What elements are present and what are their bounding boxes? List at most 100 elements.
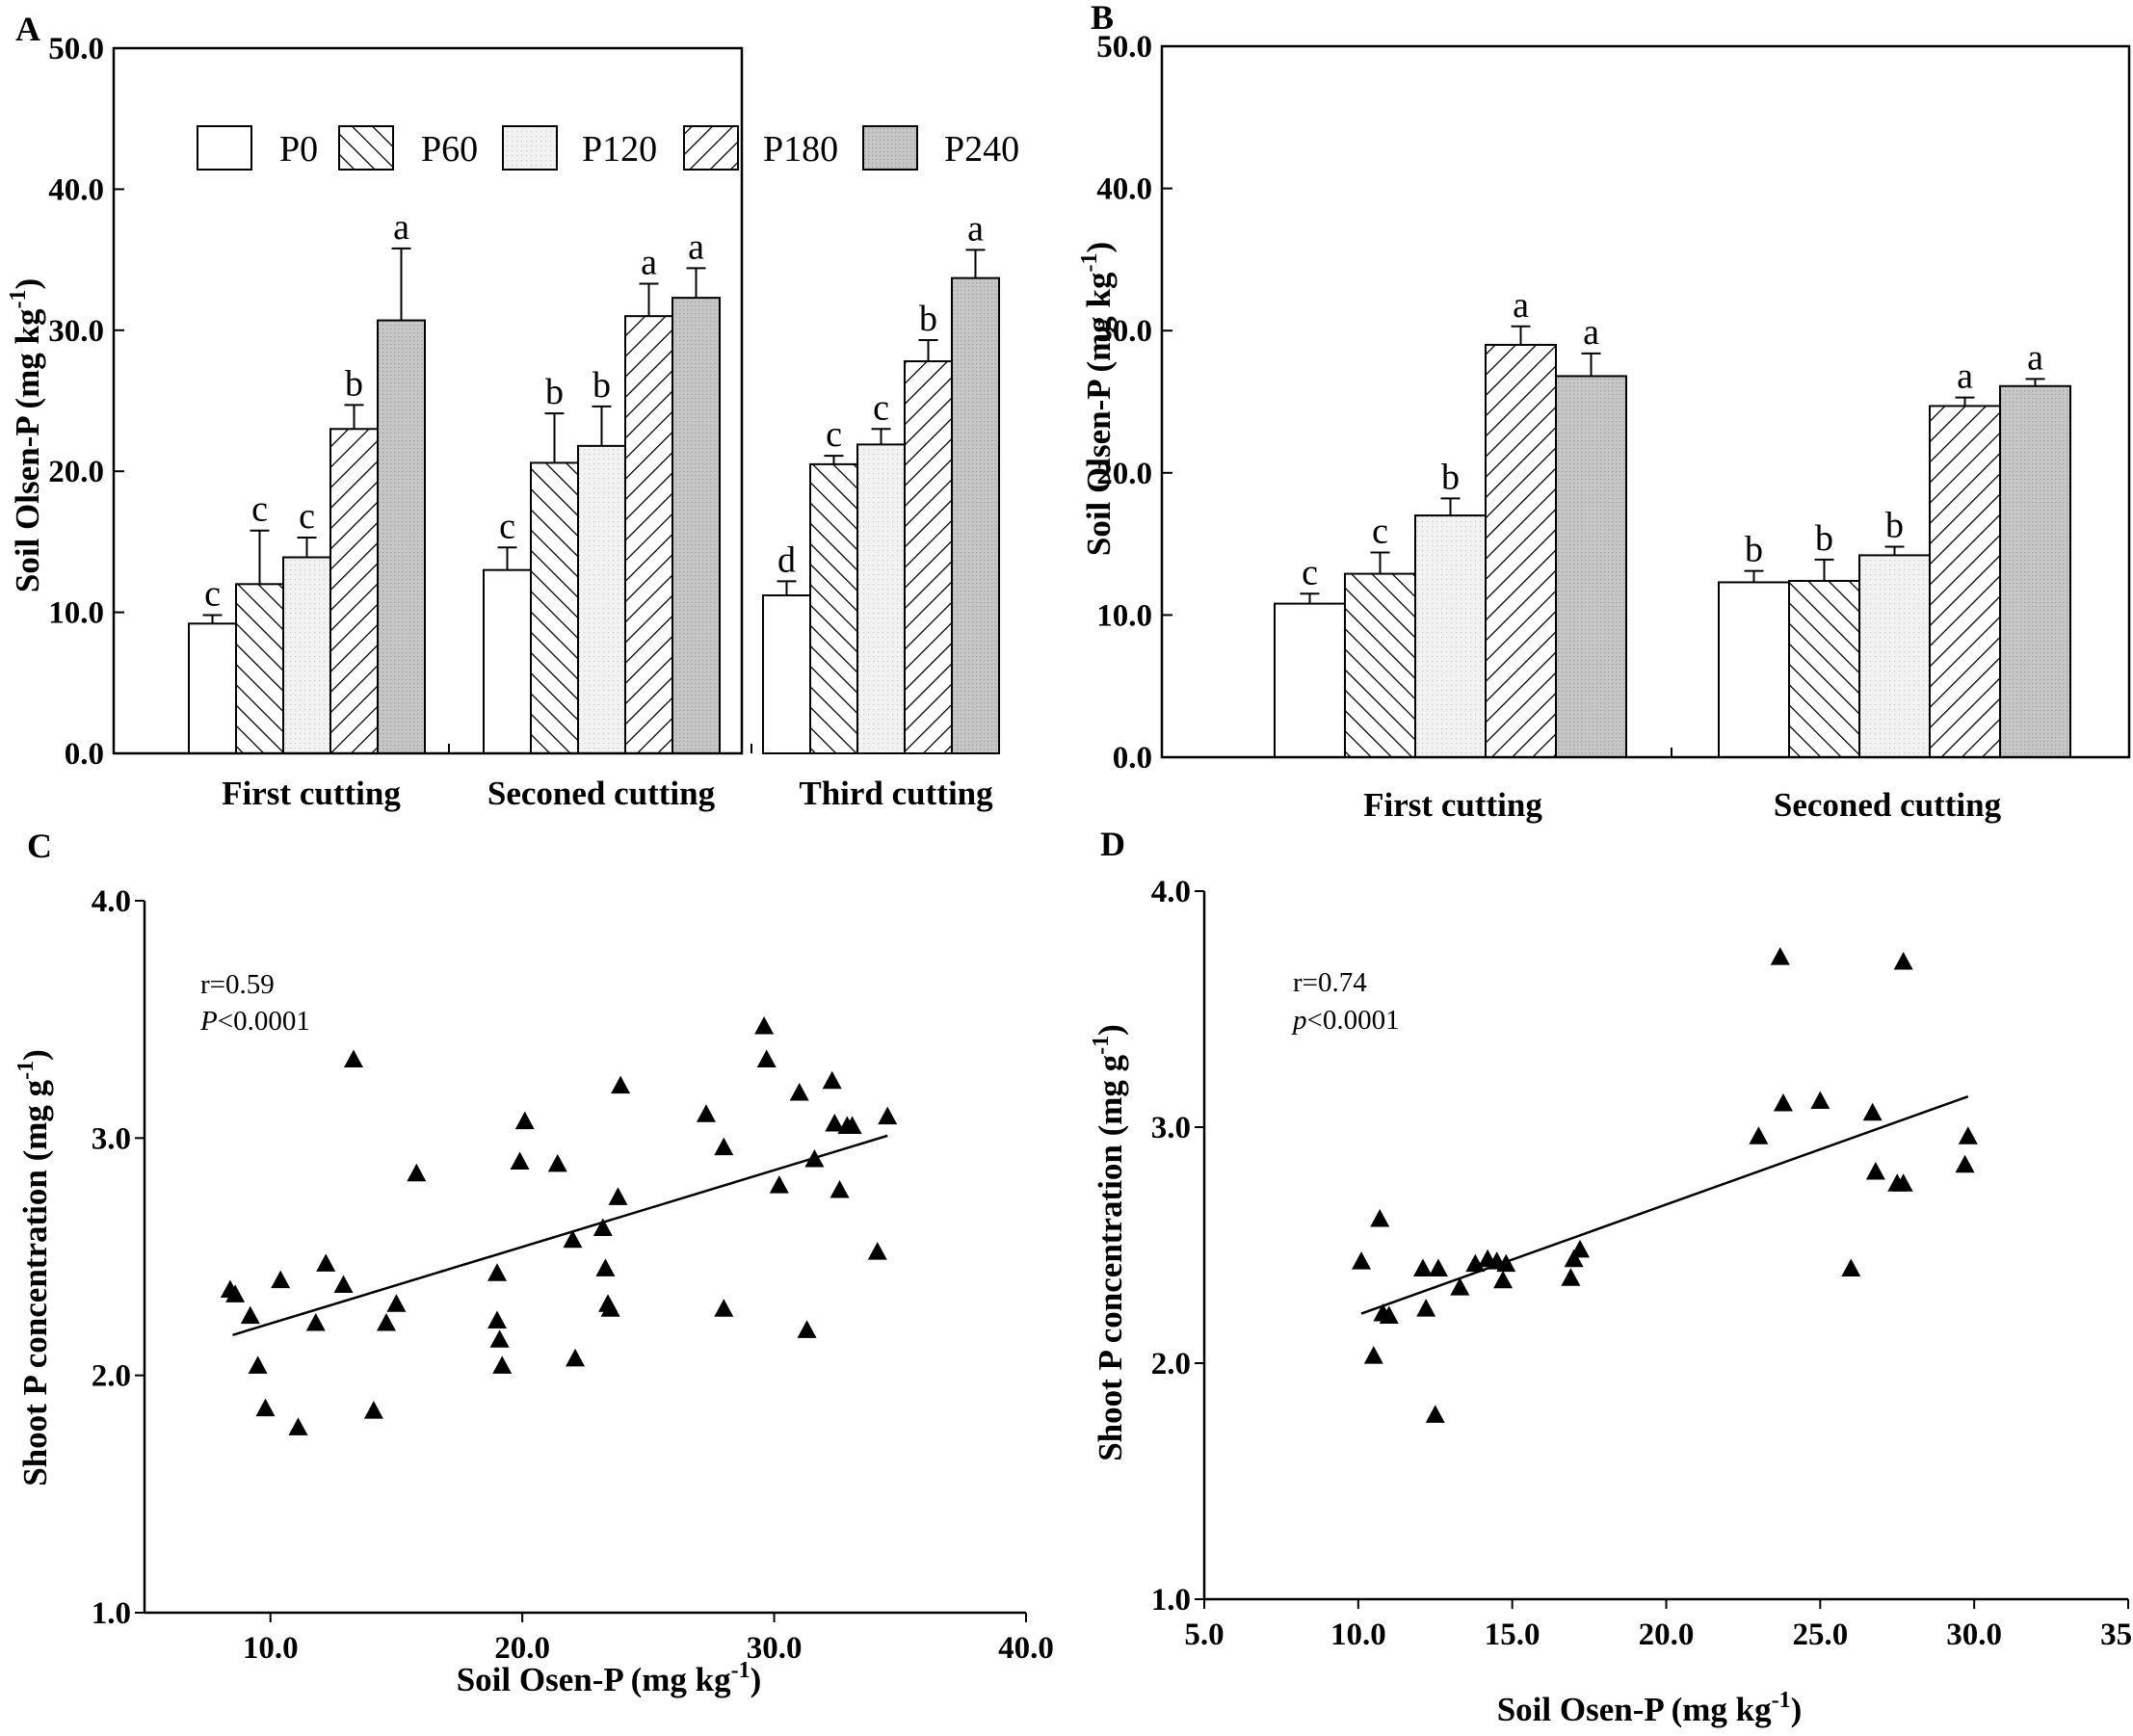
panel-c-xlabel-close: ) xyxy=(750,1661,762,1698)
panel-d-point-27 xyxy=(1893,952,1913,970)
panel-c-point-4 xyxy=(255,1398,276,1417)
panel-a-ytick-label-0-0: 0.0 xyxy=(65,737,104,772)
legend-label-p240: P240 xyxy=(944,129,1019,170)
panel-b-ylabel-main: Soil Olsen-P (mg kg xyxy=(1080,272,1118,556)
panel-a-bar-p240-seconed-cutting xyxy=(672,297,721,754)
panel-c-ytick-label-1-0: 1.0 xyxy=(92,1596,131,1631)
panel-c: C Shoot P concentration (mg g-1) Soil Os… xyxy=(13,827,1054,1698)
svg-text:Soil Olsen-P (mg kg-1): Soil Olsen-P (mg kg-1) xyxy=(1077,242,1118,556)
panel-d-point-0 xyxy=(1352,1251,1372,1270)
panel-a-bar-p240-third-cutting xyxy=(951,276,1000,754)
panel-a-sig-letter-p120-third-cutting: c xyxy=(873,387,889,428)
panel-c-point-20 xyxy=(514,1111,535,1130)
panel-b-bar-p60-seconed-cutting xyxy=(1788,579,1860,759)
panel-d-xtick-label-25-0: 25.0 xyxy=(1792,1618,1848,1652)
panel-a-sig-letter-p0-first-cutting: c xyxy=(204,574,221,615)
panel-d-ytick-label-4-0: 4.0 xyxy=(1151,875,1191,909)
panel-d-point-1 xyxy=(1363,1346,1383,1364)
legend-label-p0: P0 xyxy=(279,129,318,170)
panel-d-point-7 xyxy=(1425,1405,1445,1423)
panel-d-point-2 xyxy=(1370,1209,1390,1227)
panel-a-ytick-label-50-0: 50.0 xyxy=(48,32,104,66)
panel-a-y-title: Soil Olsen-P (mg kg-1) xyxy=(6,278,46,592)
panel-a-legend: P0 P60 P120 P180 P240 xyxy=(197,125,1019,171)
panel-d-point-22 xyxy=(1841,1258,1861,1276)
panel-d-stat-p: p<0.0001 xyxy=(1291,1005,1400,1036)
panel-c-point-9 xyxy=(333,1275,354,1294)
panel-a-sig-letter-p60-third-cutting: c xyxy=(826,414,842,455)
panel-a-bar-p240-first-cutting xyxy=(377,319,426,754)
panel-c-xtick-label-30-0: 30.0 xyxy=(747,1631,803,1666)
panel-d-point-28 xyxy=(1955,1154,1975,1173)
panel-b-bar-p180-first-cutting xyxy=(1485,343,1557,758)
panel-c-y-title: Shoot P concentration (mg g-1) xyxy=(13,1049,54,1486)
panel-b-frame xyxy=(1160,44,2131,759)
panel-a-ytick-label-10-0: 10.0 xyxy=(48,596,104,631)
panel-d-xtick-label-5-0: 5.0 xyxy=(1184,1618,1224,1652)
panel-a-sig-letter-p120-seconed-cutting: b xyxy=(592,365,611,406)
panel-c-point-3 xyxy=(248,1355,268,1374)
panel-b-sig-letter-p120-seconed-cutting: b xyxy=(1885,506,1904,546)
panel-d-xlabel-main: Soil Osen-P (mg kg xyxy=(1497,1691,1772,1728)
panel-d-xtick-label-20-0: 20.0 xyxy=(1639,1618,1695,1652)
panel-c-point-12 xyxy=(376,1312,396,1331)
panel-a-bar-p0-first-cutting xyxy=(188,622,237,755)
panel-c-point-21 xyxy=(547,1153,567,1172)
panel-a-category-label-seconed-cutting: Seconed cutting xyxy=(487,775,716,812)
panel-a-ytick-label-40-0: 40.0 xyxy=(48,172,104,207)
panel-c-point-16 xyxy=(487,1310,507,1329)
panel-d-point-17 xyxy=(1569,1239,1590,1258)
panel-a-ylabel-close: ) xyxy=(9,278,46,290)
panel-a-sig-letter-p240-third-cutting: a xyxy=(967,208,984,249)
panel-d-point-18 xyxy=(1749,1126,1769,1144)
panel-a-ytick-label-20-0: 20.0 xyxy=(48,455,104,489)
panel-d-point-19 xyxy=(1770,947,1790,965)
svg-text:Soil Olsen-P (mg kg-1): Soil Olsen-P (mg kg-1) xyxy=(6,278,46,592)
panel-c-ytick-label-4-0: 4.0 xyxy=(92,884,131,919)
legend-swatch-p120 xyxy=(502,125,558,171)
panel-d-point-29 xyxy=(1958,1126,1978,1144)
panel-d-stat-p-rest: <0.0001 xyxy=(1307,1005,1400,1036)
panel-c-point-8 xyxy=(316,1253,336,1272)
panel-a-bar-p180-seconed-cutting xyxy=(624,315,673,754)
panel-b-bar-p240-first-cutting xyxy=(1555,375,1627,758)
panel-c-point-39 xyxy=(822,1070,842,1090)
panel-c-point-31 xyxy=(714,1137,734,1156)
panel-b-ylabel-sup: -1 xyxy=(1077,253,1102,273)
panel-c-point-32 xyxy=(714,1299,734,1317)
panel-d-point-20 xyxy=(1773,1093,1793,1112)
panel-d-ylabel-main: Shoot P concentration (mg g xyxy=(1092,1054,1129,1460)
panel-c-ytick-label-3-0: 3.0 xyxy=(92,1121,131,1156)
panel-c-point-27 xyxy=(600,1299,620,1317)
panel-d-xtick-label-35-0: 35.0 xyxy=(2100,1618,2133,1652)
panel-b-ytick-label-0-0: 0.0 xyxy=(1113,741,1152,776)
panel-c-point-19 xyxy=(510,1151,530,1170)
panel-c-point-34 xyxy=(756,1049,777,1068)
panel-d-x-title: Soil Osen-P (mg kg-1) xyxy=(1497,1688,1803,1728)
panel-d-ytick-label-1-0: 1.0 xyxy=(1151,1583,1191,1618)
panel-a-ylabel-sup: -1 xyxy=(6,290,31,309)
panel-a-sig-letter-p240-first-cutting: a xyxy=(393,207,409,248)
panel-d-ytick-label-2-0: 2.0 xyxy=(1151,1347,1191,1381)
panel-d-plot: 1.0 2.0 3.0 4.0 5.0 10.0 15.0 20.0 25.0 30.0 35.0 xyxy=(1151,875,2133,1652)
panel-c-xtick-label-20-0: 20.0 xyxy=(494,1631,550,1666)
panel-c-ytick-label-2-0: 2.0 xyxy=(92,1359,131,1394)
panel-c-point-7 xyxy=(305,1312,326,1331)
panel-a-bar-p180-third-cutting xyxy=(904,360,953,754)
panel-a-category-label-first-cutting: First cutting xyxy=(222,775,401,812)
panel-b-category-label-seconed-cutting: Seconed cutting xyxy=(1774,786,2002,824)
panel-b-letter: B xyxy=(1091,0,1114,37)
panel-a-bar-p0-seconed-cutting xyxy=(483,568,532,754)
panel-c-point-14 xyxy=(407,1163,427,1182)
panel-c-ylabel-main: Shoot P concentration (mg g xyxy=(16,1079,54,1486)
panel-a-sig-letter-p240-seconed-cutting: a xyxy=(688,226,704,267)
panel-d-xtick-label-15-0: 15.0 xyxy=(1485,1618,1540,1652)
panel-c-xlabel-main: Soil Osen-P (mg kg xyxy=(457,1661,731,1698)
panel-a-bar-p60-seconed-cutting xyxy=(530,461,579,754)
panel-b-category-label-first-cutting: First cutting xyxy=(1363,786,1542,824)
panel-b-bar-p0-first-cutting xyxy=(1274,602,1346,758)
panel-c-point-41 xyxy=(830,1180,850,1198)
panel-b-sig-letter-p180-seconed-cutting: a xyxy=(1957,356,1973,397)
panel-d-point-9 xyxy=(1450,1277,1470,1296)
